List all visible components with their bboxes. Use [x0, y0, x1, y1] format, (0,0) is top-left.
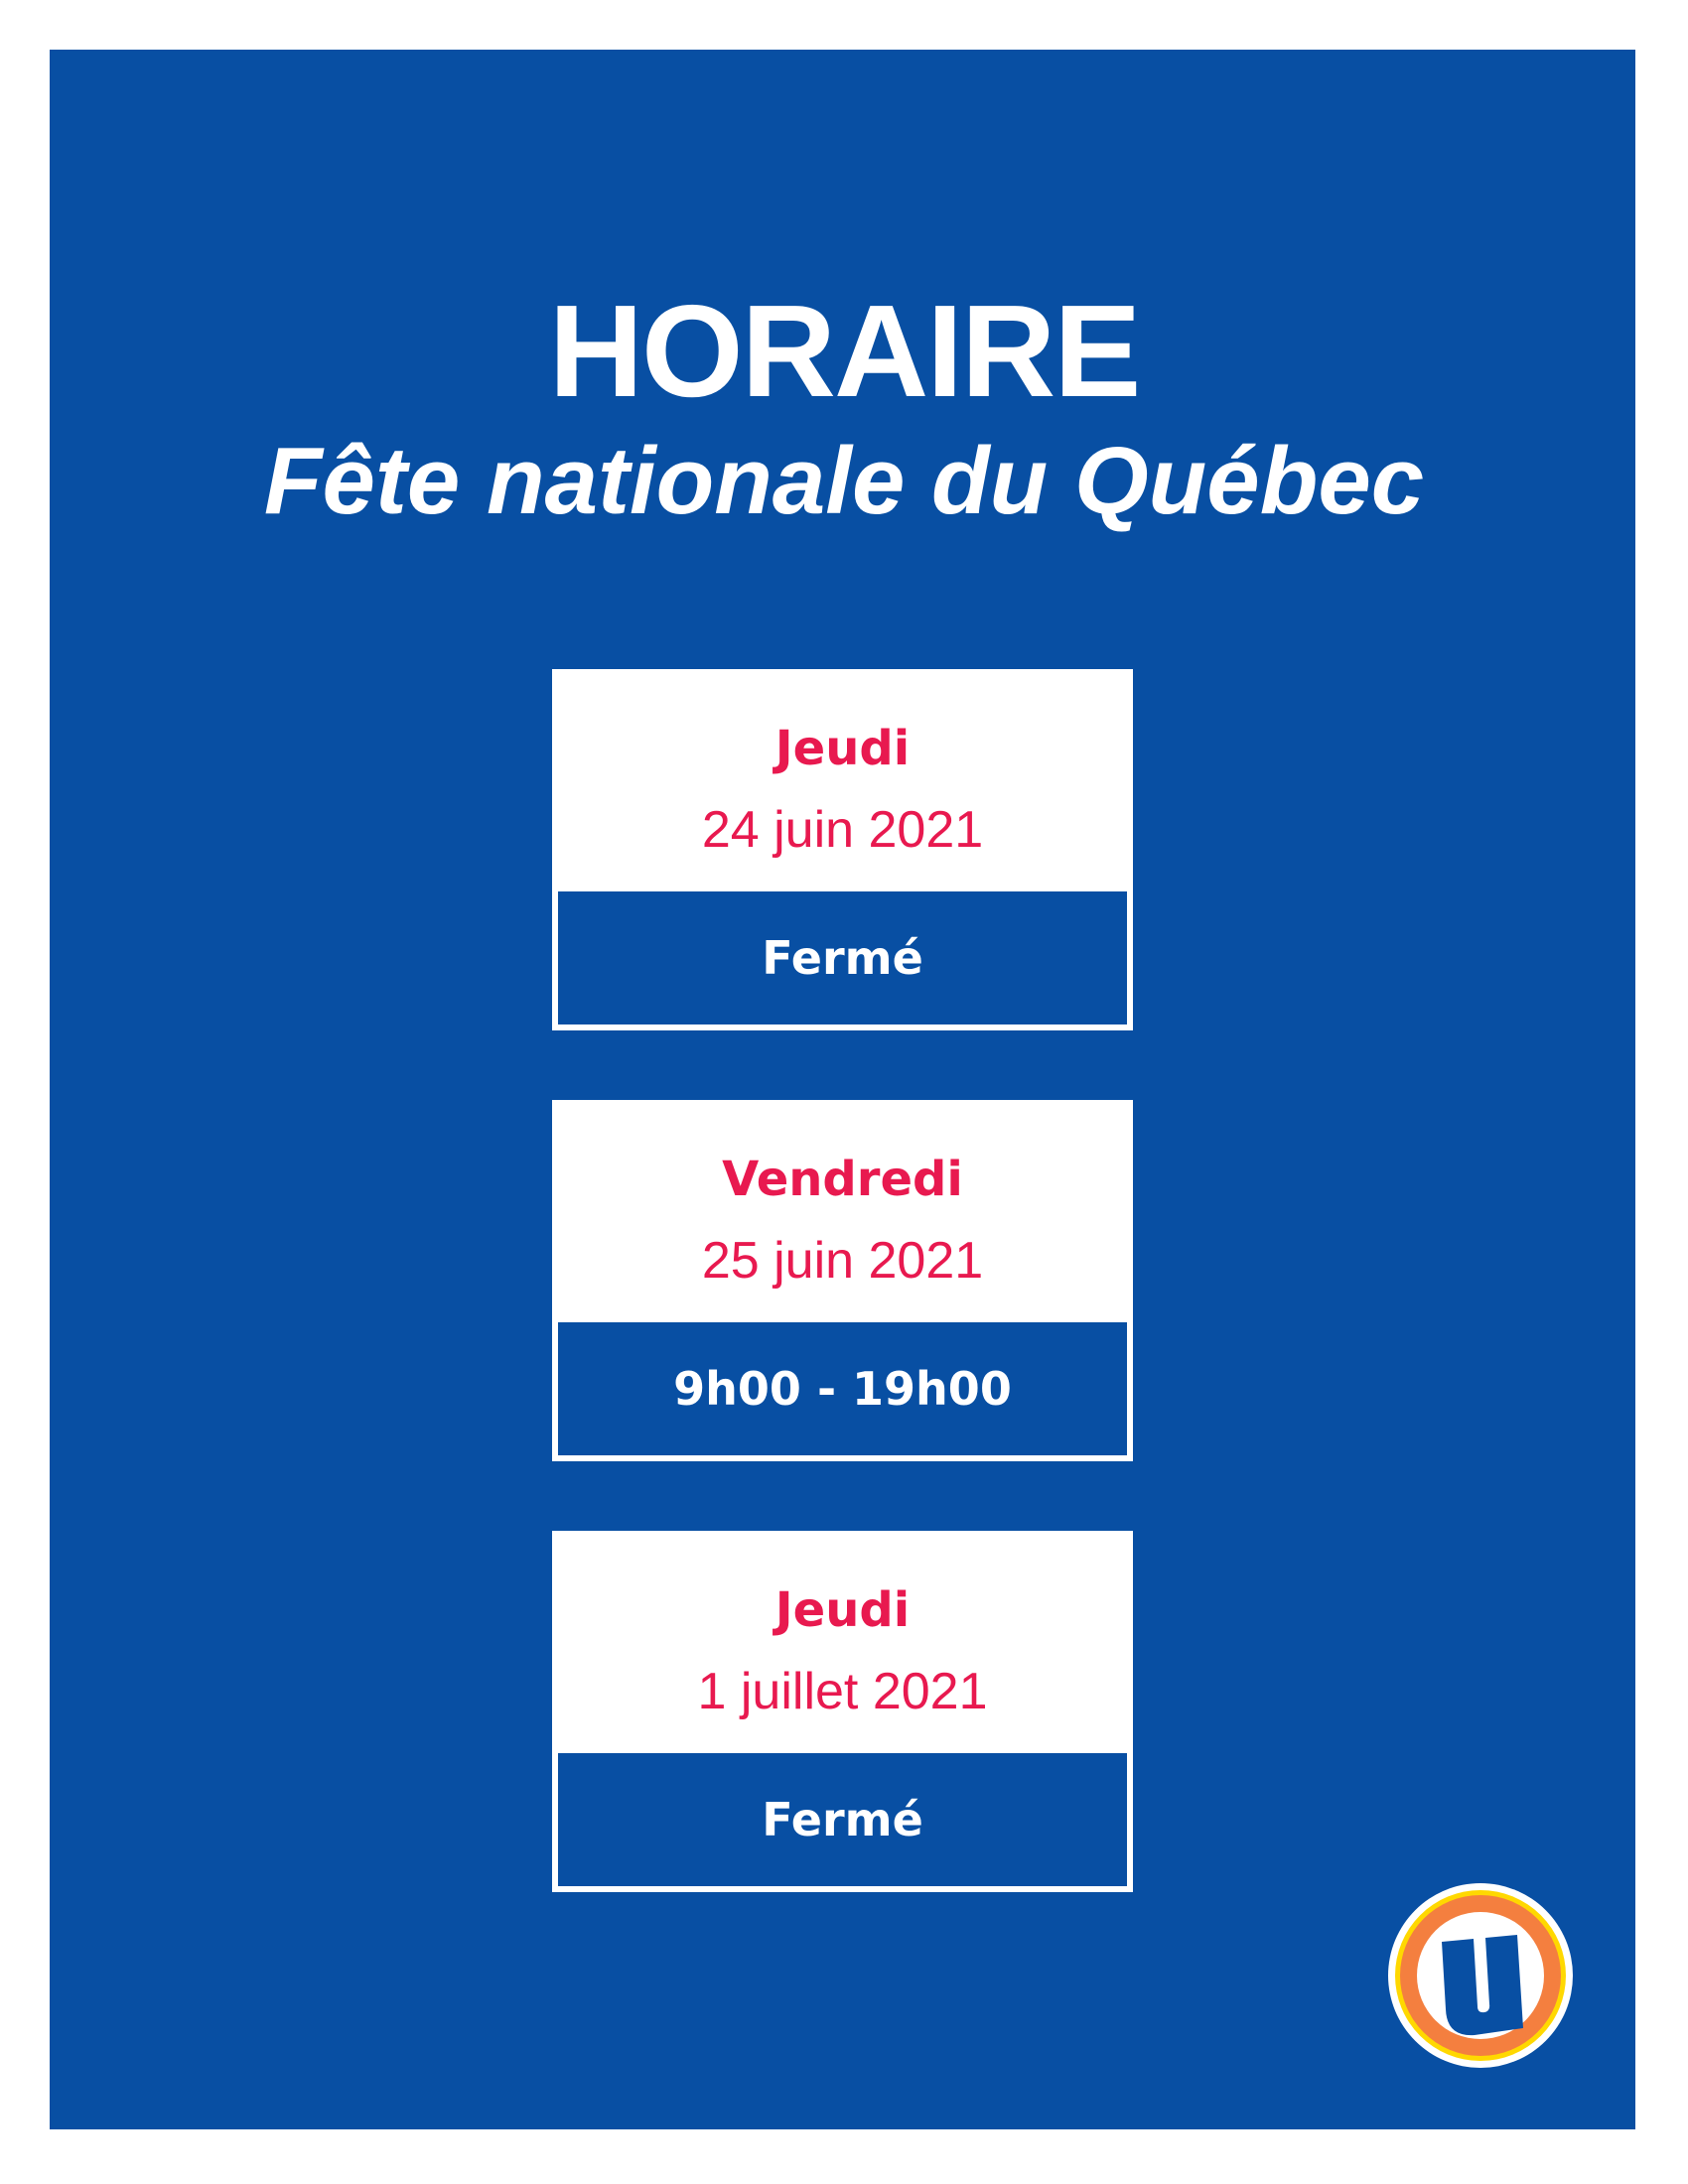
page-subtitle: Fête nationale du Québec	[263, 428, 1425, 534]
schedule-hours: Fermé	[558, 891, 1127, 1024]
schedule-day: Vendredi	[722, 1152, 963, 1207]
schedule-day: Jeudi	[774, 1582, 911, 1638]
schedule-card: Vendredi 25 juin 2021 9h00 - 19h00	[552, 1100, 1133, 1461]
schedule-hours: Fermé	[558, 1753, 1127, 1886]
page-title: HORAIRE	[548, 278, 1142, 424]
schedule-date: 25 juin 2021	[701, 1232, 984, 1290]
schedule-date: 1 juillet 2021	[697, 1663, 988, 1720]
schedule-card: Jeudi 24 juin 2021 Fermé	[552, 669, 1133, 1030]
schedule-hours: 9h00 - 19h00	[558, 1322, 1127, 1455]
schedule-day: Jeudi	[774, 721, 911, 776]
schedule-date: 24 juin 2021	[701, 801, 984, 859]
u-logo-icon	[1388, 1883, 1573, 2068]
schedule-card: Jeudi 1 juillet 2021 Fermé	[552, 1531, 1133, 1892]
